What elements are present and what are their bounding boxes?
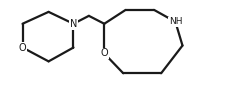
Text: O: O [100, 48, 108, 59]
Text: N: N [70, 19, 77, 29]
Text: O: O [19, 42, 26, 53]
Text: NH: NH [169, 17, 182, 26]
